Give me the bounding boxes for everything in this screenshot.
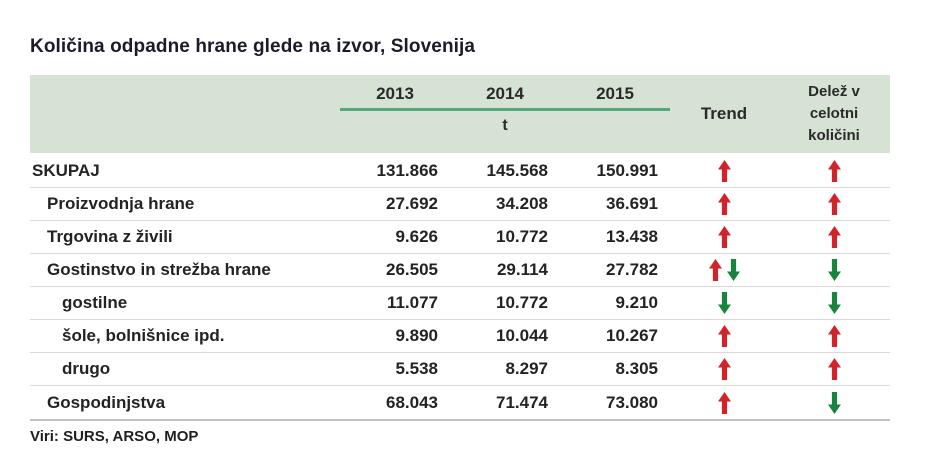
value-cell: 8.305 <box>615 359 658 378</box>
up-arrow-icon <box>717 391 731 414</box>
trend-cell <box>670 325 778 347</box>
table-row: SKUPAJ 131.866 145.568 150.991 <box>30 155 890 188</box>
value-cell: 10.772 <box>496 293 548 312</box>
value-cell: 5.538 <box>395 359 438 378</box>
figure-title: Količina odpadne hrane glede na izvor, S… <box>30 36 476 57</box>
trend-cell <box>670 226 778 248</box>
share-cell <box>778 160 890 182</box>
up-arrow-icon <box>717 358 731 380</box>
value-cell: 145.568 <box>486 161 548 180</box>
unit-label: t <box>502 117 508 134</box>
share-cell <box>778 259 890 281</box>
year-header-2014: 2014 <box>486 84 524 103</box>
year-header-2013: 2013 <box>376 84 414 103</box>
row-label: gostilne <box>62 293 128 312</box>
row-label: Proizvodnja hrane <box>47 194 195 213</box>
trend-cell <box>670 160 778 182</box>
food-waste-table: 2013 2014 2015 t Trend Delež v celotni k… <box>30 75 890 421</box>
table-row: Proizvodnja hrane 27.692 34.208 36.691 <box>30 188 890 221</box>
up-arrow-icon <box>717 325 731 347</box>
up-arrow-icon <box>708 259 722 281</box>
share-cell <box>778 193 890 215</box>
year-underline <box>340 108 670 111</box>
down-arrow-icon <box>726 259 740 281</box>
share-cell <box>778 358 890 380</box>
value-cell: 73.080 <box>606 392 658 412</box>
up-arrow-icon <box>827 358 841 380</box>
value-cell: 11.077 <box>386 293 438 312</box>
up-arrow-icon <box>827 226 841 248</box>
down-arrow-icon <box>827 391 841 414</box>
table-row: drugo 5.538 8.297 8.305 <box>30 353 890 386</box>
value-cell: 71.474 <box>496 392 548 412</box>
year-header-2015: 2015 <box>596 84 634 103</box>
value-cell: 29.114 <box>496 260 548 279</box>
table-row: Trgovina z živili 9.626 10.772 13.438 <box>30 221 890 254</box>
value-cell: 150.991 <box>596 161 658 180</box>
table-row: Gostinstvo in strežba hrane 26.505 29.11… <box>30 254 890 287</box>
value-cell: 9.210 <box>615 293 658 312</box>
value-cell: 36.691 <box>606 194 658 213</box>
header-label-spacer <box>30 75 340 153</box>
row-label: Gospodinjstva <box>47 392 166 412</box>
share-cell <box>778 391 890 414</box>
up-arrow-icon <box>717 160 731 182</box>
table-body: SKUPAJ 131.866 145.568 150.991 Proizvodn… <box>30 155 890 421</box>
trend-cell <box>670 391 778 414</box>
row-label: Trgovina z živili <box>47 227 173 246</box>
table-header: 2013 2014 2015 t Trend Delež v celotni k… <box>30 75 890 153</box>
value-cell: 9.626 <box>395 227 438 246</box>
value-cell: 27.782 <box>606 260 658 279</box>
share-column-header: Delež v celotni količini <box>808 82 860 145</box>
value-cell: 26.505 <box>386 260 438 279</box>
up-arrow-icon <box>717 226 731 248</box>
source-note: Viri: SURS, ARSO, MOP <box>30 428 199 445</box>
up-arrow-icon <box>717 193 731 215</box>
up-arrow-icon <box>827 160 841 182</box>
share-cell <box>778 292 890 314</box>
header-years-block: 2013 2014 2015 t <box>340 75 670 153</box>
up-arrow-icon <box>827 193 841 215</box>
row-label: Gostinstvo in strežba hrane <box>47 260 271 279</box>
trend-cell <box>670 193 778 215</box>
value-cell: 10.044 <box>496 326 548 345</box>
table-row: gostilne 11.077 10.772 9.210 <box>30 287 890 320</box>
trend-cell <box>670 358 778 380</box>
value-cell: 10.267 <box>606 326 658 345</box>
up-arrow-icon <box>827 325 841 347</box>
row-label: SKUPAJ <box>32 161 100 180</box>
share-cell <box>778 325 890 347</box>
value-cell: 13.438 <box>606 227 658 246</box>
down-arrow-icon <box>717 292 731 314</box>
trend-cell <box>670 259 778 281</box>
share-cell <box>778 226 890 248</box>
value-cell: 8.297 <box>505 359 548 378</box>
table-row: šole, bolnišnice ipd. 9.890 10.044 10.26… <box>30 320 890 353</box>
value-cell: 68.043 <box>386 392 438 412</box>
value-cell: 34.208 <box>496 194 548 213</box>
row-label: drugo <box>62 359 111 378</box>
down-arrow-icon <box>827 292 841 314</box>
trend-column-header: Trend <box>700 104 748 123</box>
trend-cell <box>670 292 778 314</box>
value-cell: 9.890 <box>395 326 438 345</box>
down-arrow-icon <box>827 259 841 281</box>
year-header-row: 2013 2014 2015 <box>340 75 670 108</box>
value-cell: 131.866 <box>376 161 438 180</box>
row-label: šole, bolnišnice ipd. <box>62 326 225 345</box>
table-row: Gospodinjstva 68.043 71.474 73.080 <box>30 386 890 419</box>
value-cell: 10.772 <box>496 227 548 246</box>
value-cell: 27.692 <box>386 194 438 213</box>
